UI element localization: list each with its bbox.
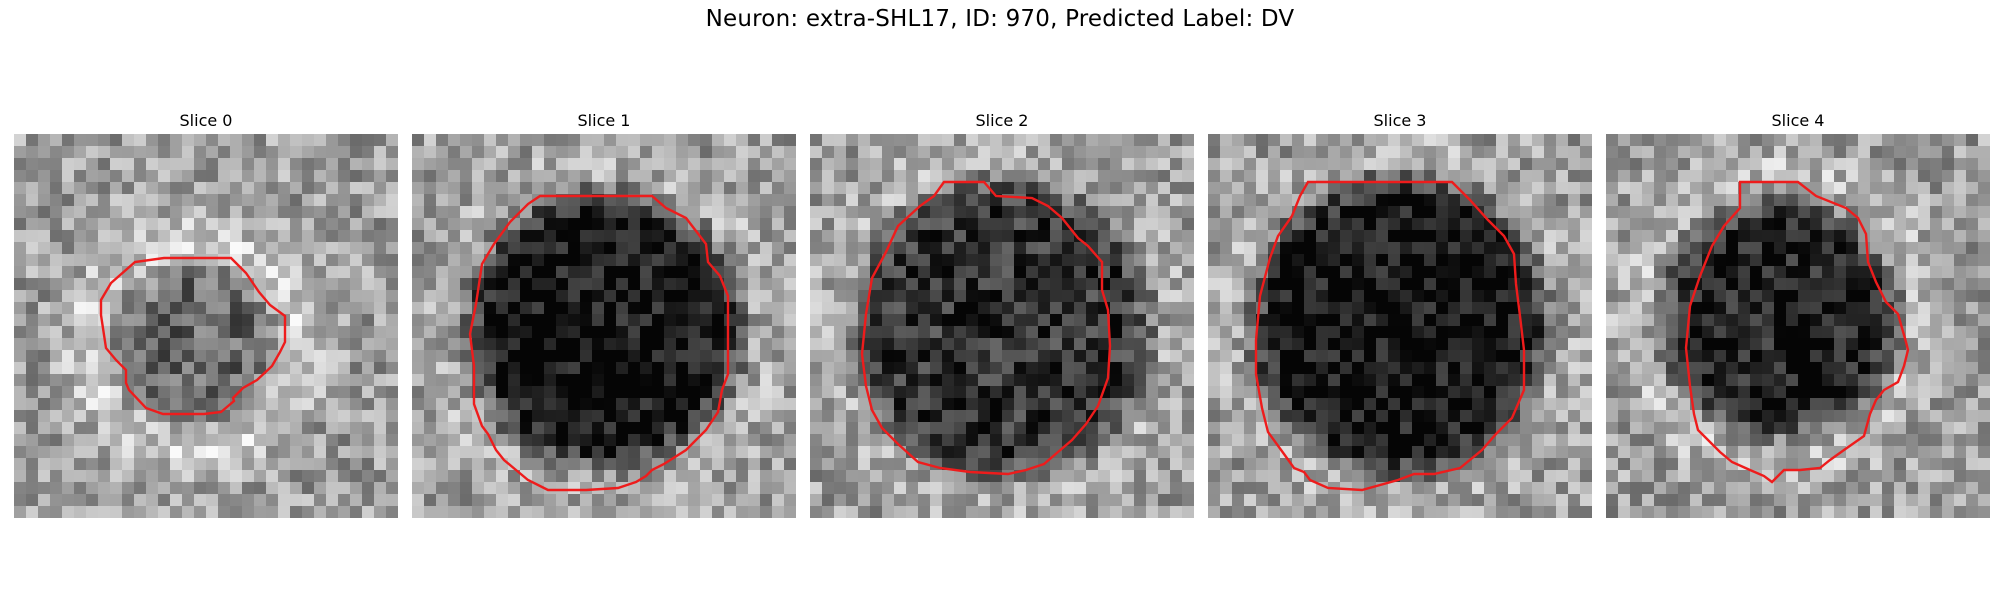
roi-contour <box>1684 180 1910 484</box>
roi-contour <box>99 256 287 416</box>
slice-panel-1: Slice 1 <box>412 108 796 518</box>
roi-contour <box>1254 180 1526 492</box>
figure-title: Neuron: extra-SHL17, ID: 970, Predicted … <box>705 6 1295 32</box>
slice-title: Slice 1 <box>577 111 631 130</box>
slice-panel-2: Slice 2 <box>810 108 1194 518</box>
slice-image <box>1606 134 1990 518</box>
slice-image <box>810 134 1194 518</box>
slice-panel-0: Slice 0 <box>14 108 398 518</box>
slice-title: Slice 2 <box>975 111 1029 130</box>
roi-contour <box>860 180 1112 476</box>
slice-image <box>1208 134 1592 518</box>
slice-title: Slice 4 <box>1771 111 1825 130</box>
roi-contour <box>468 194 730 492</box>
slice-panel-3: Slice 3 <box>1208 108 1592 518</box>
slice-title: Slice 0 <box>179 111 233 130</box>
slice-image <box>14 134 398 518</box>
slice-panel-4: Slice 4 <box>1606 108 1990 518</box>
slice-image <box>412 134 796 518</box>
slice-title: Slice 3 <box>1373 111 1427 130</box>
